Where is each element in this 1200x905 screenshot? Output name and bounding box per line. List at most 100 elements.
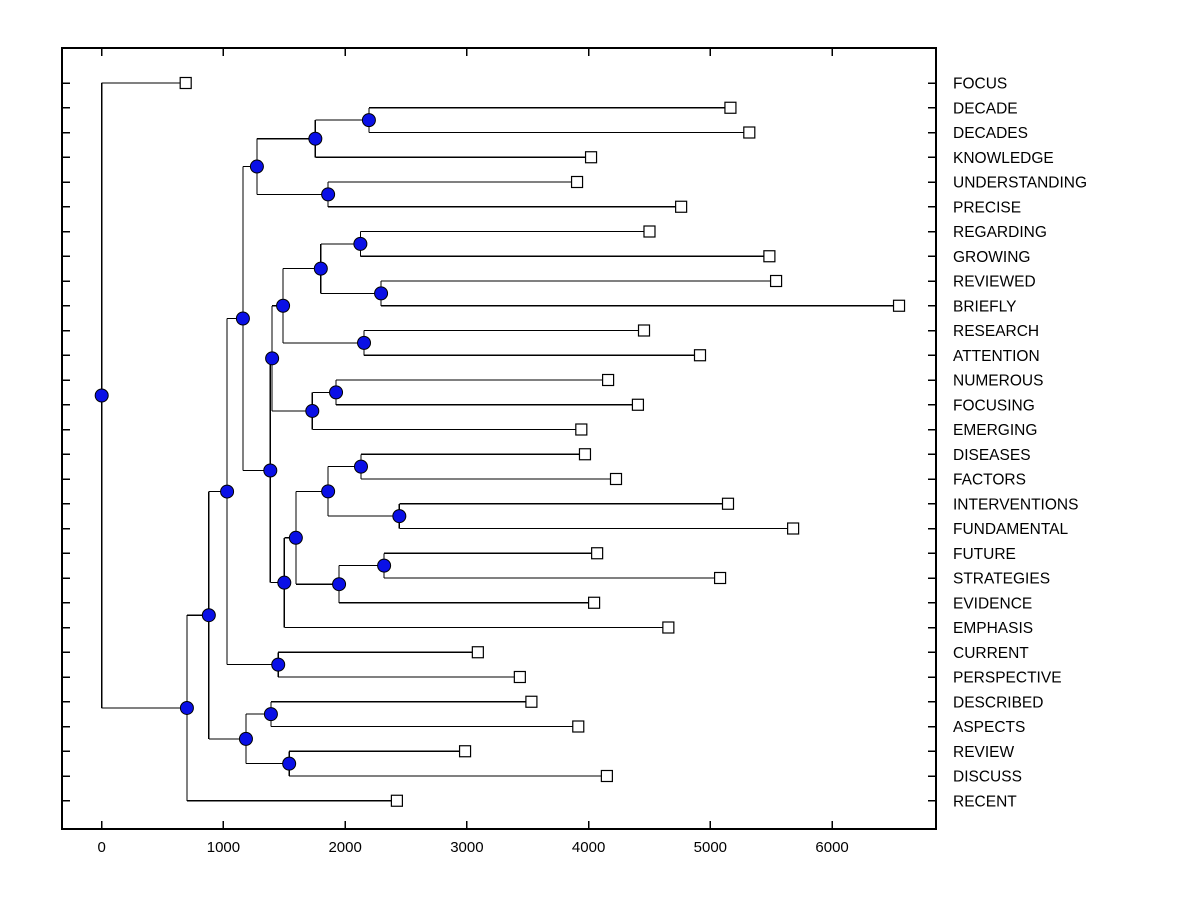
leaf-label: DESCRIBED [953,694,1043,711]
cluster-node-marker [271,657,286,672]
leaf-label: REGARDING [953,224,1047,241]
leaf-marker [724,101,737,114]
cluster-node-marker [238,731,253,746]
leaf-marker [578,448,592,461]
leaf-label: ASPECTS [953,719,1025,736]
leaf-marker [787,522,800,535]
leaf-marker [600,769,613,783]
cluster-node-marker [308,131,323,146]
leaf-label: STRATEGIES [953,571,1050,588]
leaf-marker [601,373,615,387]
leaf-label: GROWING [953,249,1031,266]
cluster-node-marker [329,385,344,400]
leaf-marker [609,472,623,486]
x-tick-label: 5000 [694,839,727,856]
leaf-marker [575,423,588,436]
leaf-marker [892,299,906,312]
cluster-node-marker [277,575,292,590]
cluster-node-marker [321,484,336,499]
leaf-marker [458,745,472,758]
leaf-label: EMERGING [953,422,1037,439]
leaf-label: REVIEW [953,744,1015,761]
cluster-node-marker [374,286,389,301]
leaf-marker [637,324,651,337]
axes-box [61,47,937,830]
leaf-marker [572,720,585,733]
leaf-label: RECENT [953,793,1017,810]
leaf-marker [643,225,656,238]
leaf-marker [763,250,776,263]
cluster-node-marker [265,351,280,366]
leaf-marker [713,571,727,585]
cluster-node-marker [353,236,368,251]
leaf-label: DISEASES [953,447,1031,464]
cluster-node-marker [305,403,320,418]
leaf-label: DECADE [953,100,1018,117]
cluster-node-marker [249,159,264,174]
leaf-marker [769,274,783,288]
cluster-node-marker [392,509,407,524]
leaf-label: FACTORS [953,472,1026,489]
leaf-marker [471,646,484,659]
x-tick-label: 1000 [207,839,240,856]
cluster-node-marker [263,707,278,722]
cluster-node-marker [313,261,328,276]
cluster-node-marker [263,463,278,478]
leaf-marker [584,151,598,164]
leaf-marker [743,126,756,139]
cluster-node-marker [179,700,194,715]
cluster-node-marker [361,113,376,128]
leaf-label: FUNDAMENTAL [953,521,1068,538]
cluster-node-marker [220,484,235,499]
leaf-label: FOCUS [953,76,1007,93]
cluster-node-marker [235,311,250,326]
cluster-node-marker [94,388,109,403]
leaf-label: EMPHASIS [953,620,1033,637]
x-tick-label: 0 [98,839,106,856]
cluster-node-marker [282,756,297,771]
x-tick-label: 4000 [572,839,605,856]
leaf-label: FOCUSING [953,397,1035,414]
leaf-label: INTERVENTIONS [953,496,1078,513]
cluster-node-marker [353,459,368,474]
cluster-node-marker [377,558,392,573]
cluster-node-marker [276,298,291,313]
leaf-marker [587,596,601,609]
cluster-node-marker [332,577,347,592]
leaf-label: PRECISE [953,199,1021,216]
leaf-marker [513,670,526,684]
leaf-marker [525,695,538,708]
leaf-label: UNDERSTANDING [953,175,1087,192]
leaf-marker [675,200,688,213]
leaf-label: REVIEWED [953,274,1036,291]
leaf-label: ATTENTION [953,348,1040,365]
leaf-label: EVIDENCE [953,595,1032,612]
leaf-marker [662,621,675,634]
leaf-marker [631,398,645,411]
leaf-label: KNOWLEDGE [953,150,1054,167]
leaf-marker [591,547,604,560]
leaf-label: NUMEROUS [953,373,1043,390]
x-tick-label: 3000 [450,839,483,856]
leaf-marker [390,794,403,807]
leaf-label: CURRENT [953,645,1029,662]
cluster-node-marker [357,335,372,350]
leaf-label: DECADES [953,125,1028,142]
cluster-node-marker [201,608,216,623]
leaf-marker [179,76,192,90]
x-tick-label: 2000 [328,839,361,856]
cluster-node-marker [288,530,303,545]
x-tick-label: 6000 [815,839,848,856]
cluster-node-marker [321,187,336,202]
leaf-label: BRIEFLY [953,298,1016,315]
leaf-label: FUTURE [953,546,1016,563]
leaf-marker [721,497,735,510]
leaf-label: RESEARCH [953,323,1039,340]
leaf-label: DISCUSS [953,769,1022,786]
leaf-label: PERSPECTIVE [953,670,1062,687]
leaf-marker [693,349,707,362]
leaf-marker [570,175,584,189]
